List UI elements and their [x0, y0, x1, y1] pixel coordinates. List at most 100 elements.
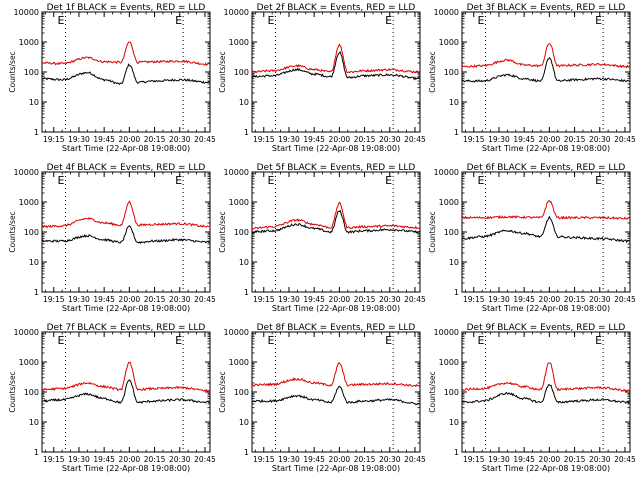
marker-label: E [478, 334, 485, 347]
x-axis-label: Start Time (22-Apr-08 19:08:00) [62, 304, 190, 313]
x-tick-label: 20:30 [589, 455, 611, 464]
lld-series-line [461, 362, 631, 392]
x-tick-label: 20:00 [119, 295, 141, 304]
marker-label: E [58, 174, 65, 187]
marker-label: E [175, 334, 182, 347]
y-axis-label: Counts/sec [8, 211, 17, 252]
y-tick-label: 10000 [224, 168, 249, 177]
y-tick-label: 1 [34, 128, 39, 137]
chart-panel: Det 3f BLACK = Events, RED = LLD 1 10 100 10… [428, 3, 636, 153]
y-tick-label: 10 [29, 258, 39, 267]
y-tick-label: 10 [239, 98, 249, 107]
y-tick-label: 1000 [439, 358, 459, 367]
y-tick-label: 1 [244, 448, 249, 457]
y-tick-label: 100 [444, 388, 459, 397]
x-tick-label: 20:00 [119, 455, 141, 464]
y-tick-label: 1 [34, 448, 39, 457]
marker-label: E [478, 14, 485, 27]
events-series-line [251, 209, 421, 234]
plot-frame [41, 331, 211, 453]
chart-panel: Det 8f BLACK = Events, RED = LLD 1 10 100 10… [218, 323, 426, 473]
plot-frame [461, 331, 631, 453]
x-tick-label: 19:15 [253, 455, 275, 464]
x-tick-label: 20:15 [354, 455, 376, 464]
x-tick-label: 20:30 [169, 455, 191, 464]
x-tick-label: 20:00 [119, 135, 141, 144]
y-tick-label: 100 [24, 388, 39, 397]
y-tick-label: 100 [24, 228, 39, 237]
chart-panel: Det 1f BLACK = Events, RED = LLD 1 10 100 10… [8, 3, 216, 153]
lld-series-line [41, 200, 210, 229]
y-tick-label: 10000 [434, 8, 459, 17]
lld-series-line [41, 361, 210, 392]
y-tick-label: 1000 [229, 38, 249, 47]
chart-panel: Det 5f BLACK = Events, RED = LLD 1 10 100 10… [218, 163, 426, 313]
x-tick-label: 20:30 [379, 135, 401, 144]
events-series-line [461, 384, 631, 405]
y-tick-label: 100 [444, 68, 459, 77]
x-tick-label: 19:15 [463, 455, 485, 464]
marker-label: E [268, 14, 275, 27]
y-axis-label: Counts/sec [428, 211, 437, 252]
plot-frame [461, 11, 631, 133]
x-tick-label: 19:45 [513, 295, 535, 304]
x-tick-label: 19:30 [488, 135, 510, 144]
lld-series-line [461, 200, 631, 221]
x-axis-label: Start Time (22-Apr-08 19:08:00) [272, 464, 400, 473]
x-tick-label: 20:45 [614, 455, 636, 464]
x-tick-label: 20:45 [404, 135, 426, 144]
x-tick-label: 20:45 [404, 295, 426, 304]
x-tick-label: 19:45 [93, 135, 115, 144]
y-tick-label: 100 [234, 68, 249, 77]
marker-label: E [175, 174, 182, 187]
y-tick-label: 1000 [19, 38, 39, 47]
events-series-line [41, 379, 210, 405]
x-tick-label: 20:15 [144, 455, 166, 464]
x-tick-label: 20:00 [329, 135, 351, 144]
x-tick-label: 20:15 [564, 135, 586, 144]
chart-panel: Det 7f BLACK = Events, RED = LLD 1 10 100 10… [8, 323, 216, 473]
y-tick-label: 10 [29, 418, 39, 427]
y-tick-label: 10 [449, 418, 459, 427]
x-axis-label: Start Time (22-Apr-08 19:08:00) [482, 304, 610, 313]
lld-series-line [251, 43, 421, 74]
chart-title: Det 1f BLACK = Events, RED = LLD [47, 3, 206, 13]
chart-panel: Det 4f BLACK = Events, RED = LLD 1 10 100 10… [8, 163, 216, 313]
y-tick-label: 100 [234, 388, 249, 397]
x-tick-label: 20:15 [564, 455, 586, 464]
lld-series-line [252, 362, 421, 388]
y-tick-label: 1000 [439, 198, 459, 207]
y-tick-label: 10000 [14, 8, 39, 17]
x-tick-label: 19:30 [278, 135, 300, 144]
y-tick-label: 10000 [434, 168, 459, 177]
x-tick-label: 19:30 [488, 295, 510, 304]
y-axis-label: Counts/sec [218, 371, 227, 412]
x-tick-label: 19:45 [303, 455, 325, 464]
x-tick-label: 20:45 [194, 455, 216, 464]
x-tick-label: 20:30 [379, 455, 401, 464]
chart-panel: Det 2f BLACK = Events, RED = LLD 1 10 100 10… [218, 3, 426, 153]
lld-series-line [41, 41, 211, 66]
x-axis-label: Start Time (22-Apr-08 19:08:00) [482, 144, 610, 153]
events-series-line [251, 385, 421, 406]
x-tick-label: 19:15 [43, 455, 65, 464]
marker-label: E [58, 334, 65, 347]
chart-panel: Det 9f BLACK = Events, RED = LLD 1 10 100 10… [428, 323, 636, 473]
y-tick-label: 1 [244, 288, 249, 297]
y-tick-label: 1 [34, 288, 39, 297]
x-tick-label: 20:15 [354, 295, 376, 304]
chart-title: Det 2f BLACK = Events, RED = LLD [257, 3, 416, 13]
y-tick-label: 1000 [229, 198, 249, 207]
chart-title: Det 7f BLACK = Events, RED = LLD [47, 323, 206, 333]
events-series-line [461, 215, 631, 244]
x-tick-label: 19:15 [43, 295, 65, 304]
x-tick-label: 19:30 [68, 455, 90, 464]
y-tick-label: 10000 [14, 328, 39, 337]
chart-panel: Det 6f BLACK = Events, RED = LLD 1 10 100 10… [428, 163, 636, 313]
y-tick-label: 10 [449, 98, 459, 107]
y-tick-label: 100 [444, 228, 459, 237]
x-tick-label: 19:30 [278, 295, 300, 304]
y-tick-label: 1000 [19, 198, 39, 207]
x-tick-label: 20:45 [614, 135, 636, 144]
